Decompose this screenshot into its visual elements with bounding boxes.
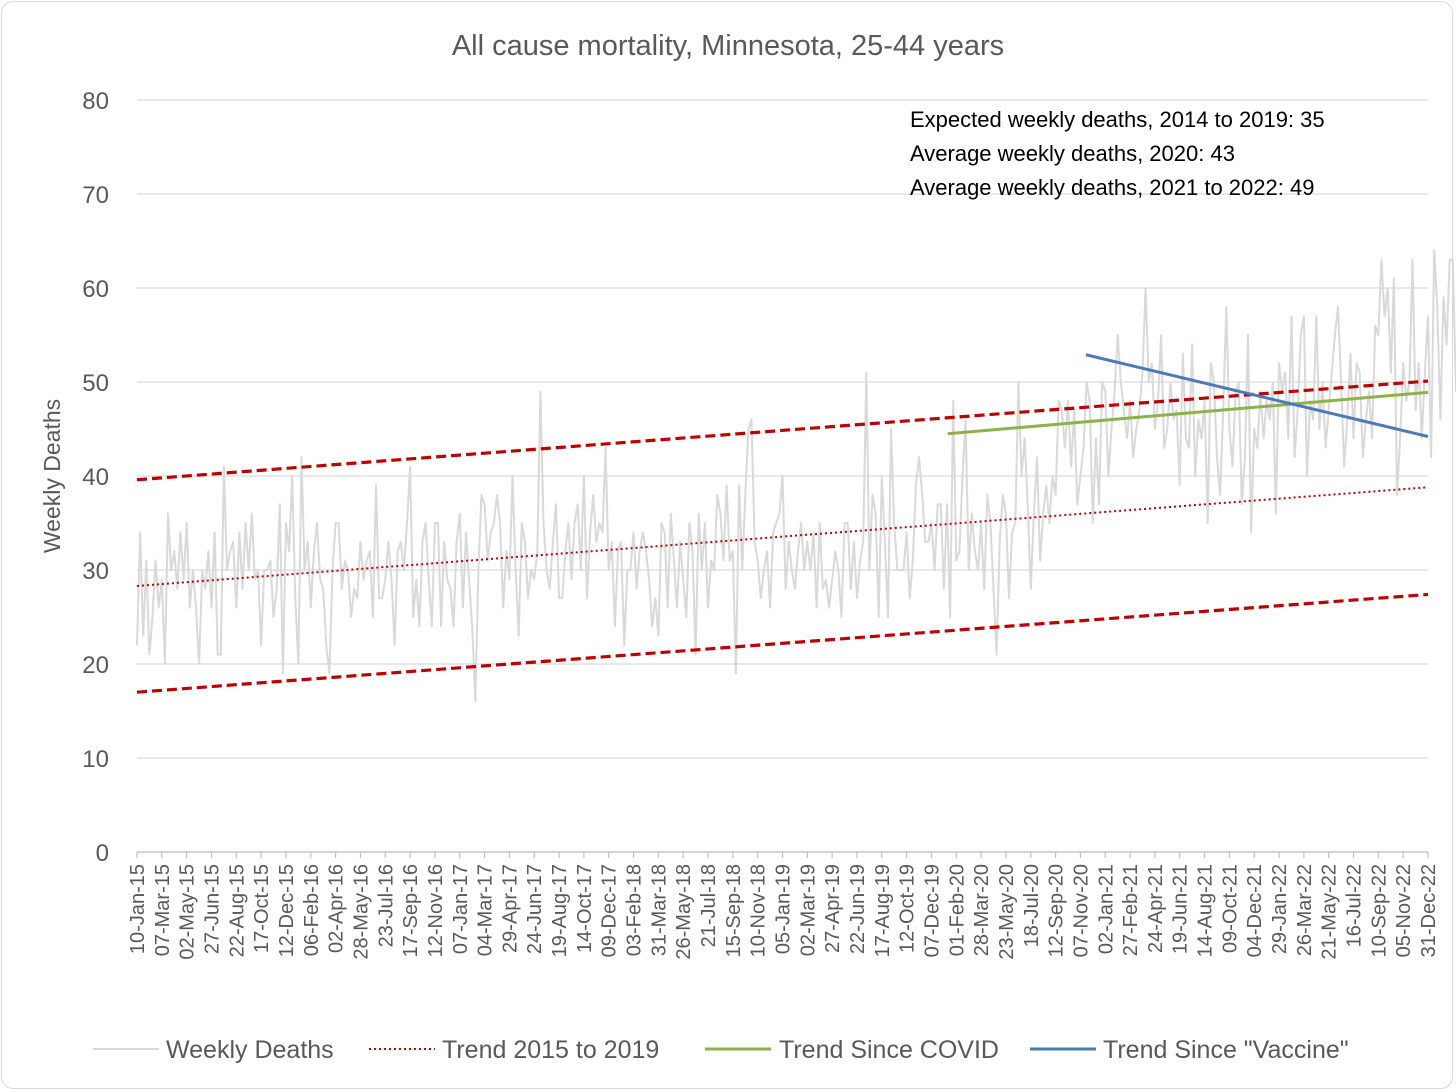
x-tick-label: 26-Mar-22	[1294, 864, 1316, 956]
x-tick-label: 10-Nov-18	[748, 864, 770, 957]
x-tick-label: 24-Jun-17	[524, 864, 546, 954]
x-tick-label: 19-Aug-17	[549, 864, 571, 957]
annotation-expected: Expected weekly deaths, 2014 to 2019: 35	[910, 107, 1325, 132]
x-tick-label: 06-Feb-16	[301, 864, 323, 956]
series-weekly-deaths	[136, 249, 1456, 703]
x-tick-label: 31-Mar-18	[648, 864, 670, 956]
x-axis: 10-Jan-15 07-Mar-15 02-May-15 27-Jun-15 22-A…	[127, 851, 1440, 960]
trend-line-since-covid	[947, 390, 1429, 436]
x-tick-label: 21-Jul-18	[698, 864, 720, 947]
x-tick-label: 27-Jun-15	[201, 864, 223, 954]
x-tick-label: 22-Jun-19	[847, 864, 869, 954]
x-tick-label: 02-Mar-19	[797, 864, 819, 956]
x-tick-label: 29-Apr-17	[499, 864, 521, 953]
x-tick-label: 09-Oct-21	[1219, 864, 1241, 953]
chart-title: All cause mortality, Minnesota, 25-44 ye…	[452, 30, 1004, 62]
annotation-block: Expected weekly deaths, 2014 to 2019: 35…	[910, 107, 1325, 200]
x-tick-label: 03-Feb-18	[624, 864, 646, 956]
x-tick-label: 02-Apr-16	[326, 864, 348, 953]
y-tick-label: 50	[82, 370, 109, 397]
x-tick-label: 28-May-16	[350, 864, 372, 960]
x-tick-label: 28-Mar-20	[971, 864, 993, 956]
x-tick-label: 17-Sep-16	[400, 864, 422, 957]
x-tick-label: 12-Sep-20	[1046, 864, 1068, 957]
legend-label: Trend 2015 to 2019	[442, 1036, 659, 1064]
annotation-2021-2022: Average weekly deaths, 2021 to 2022: 49	[910, 175, 1314, 200]
series-layer	[136, 249, 1456, 703]
x-tick-label: 14-Oct-17	[574, 864, 596, 953]
legend-label: Trend Since "Vaccine"	[1103, 1036, 1349, 1064]
legend-label: Weekly Deaths	[166, 1036, 334, 1064]
x-tick-label: 01-Feb-20	[946, 864, 968, 956]
x-tick-label: 05-Nov-22	[1393, 864, 1415, 957]
x-tick-label: 17-Oct-15	[251, 864, 273, 953]
x-tick-label: 27-Apr-19	[822, 864, 844, 953]
y-tick-label: 80	[82, 88, 109, 115]
x-tick-label: 04-Mar-17	[475, 864, 497, 956]
x-tick-label: 05-Jan-19	[773, 864, 795, 954]
x-tick-label: 23-May-20	[996, 864, 1018, 960]
x-tick-label: 02-Jan-21	[1095, 864, 1117, 954]
y-tick-label: 70	[82, 182, 109, 209]
x-tick-label: 29-Jan-22	[1269, 864, 1291, 954]
y-tick-label: 10	[82, 746, 109, 773]
x-tick-label: 26-May-18	[673, 864, 695, 960]
x-tick-label: 16-Jul-22	[1344, 864, 1366, 947]
trend-band-line	[136, 592, 1429, 694]
trend-band-line	[136, 379, 1429, 482]
y-tick-label: 40	[82, 464, 109, 491]
y-axis-label: Weekly Deaths	[39, 399, 65, 553]
x-tick-label: 07-Mar-15	[152, 864, 174, 956]
trend-line-since-vaccine	[1085, 353, 1429, 438]
annotation-2020: Average weekly deaths, 2020: 43	[910, 141, 1235, 166]
x-tick-label: 10-Sep-22	[1368, 864, 1390, 957]
x-tick-label: 12-Oct-19	[897, 864, 919, 953]
x-tick-label: 24-Apr-21	[1145, 864, 1167, 953]
y-axis-ticks: 0 10 20 30 40 50 60 70 80	[82, 88, 109, 867]
legend: Weekly Deaths Trend 2015 to 2019 Trend Sin…	[93, 1036, 1349, 1064]
x-tick-label: 12-Dec-15	[276, 864, 298, 957]
x-tick-label: 02-May-15	[177, 864, 199, 960]
x-tick-label: 10-Jan-15	[127, 864, 149, 954]
trend-line-2015-2019	[136, 486, 1429, 587]
y-tick-label: 30	[82, 558, 109, 585]
x-tick-label: 12-Nov-16	[425, 864, 447, 957]
x-tick-label: 07-Nov-20	[1070, 864, 1092, 957]
x-tick-label: 07-Dec-19	[921, 864, 943, 957]
y-tick-label: 60	[82, 276, 109, 303]
x-tick-label: 18-Jul-20	[1021, 864, 1043, 947]
x-tick-label: 09-Dec-17	[599, 864, 621, 957]
x-tick-label: 04-Dec-21	[1244, 864, 1266, 957]
x-tick-label: 07-Jan-17	[450, 864, 472, 954]
x-tick-label: 17-Aug-19	[872, 864, 894, 957]
y-tick-label: 0	[96, 840, 109, 867]
y-tick-label: 20	[82, 652, 109, 679]
x-tick-label: 19-Jun-21	[1170, 864, 1192, 954]
x-tick-label: 22-Aug-15	[226, 864, 248, 957]
x-tick-label: 23-Jul-16	[375, 864, 397, 947]
x-tick-label: 14-Aug-21	[1195, 864, 1217, 957]
x-tick-label: 15-Sep-18	[723, 864, 745, 957]
x-tick-label: 27-Feb-21	[1120, 864, 1142, 956]
x-tick-label: 31-Dec-22	[1418, 864, 1440, 957]
legend-label: Trend Since COVID	[779, 1036, 999, 1064]
x-tick-label: 21-May-22	[1319, 864, 1341, 960]
